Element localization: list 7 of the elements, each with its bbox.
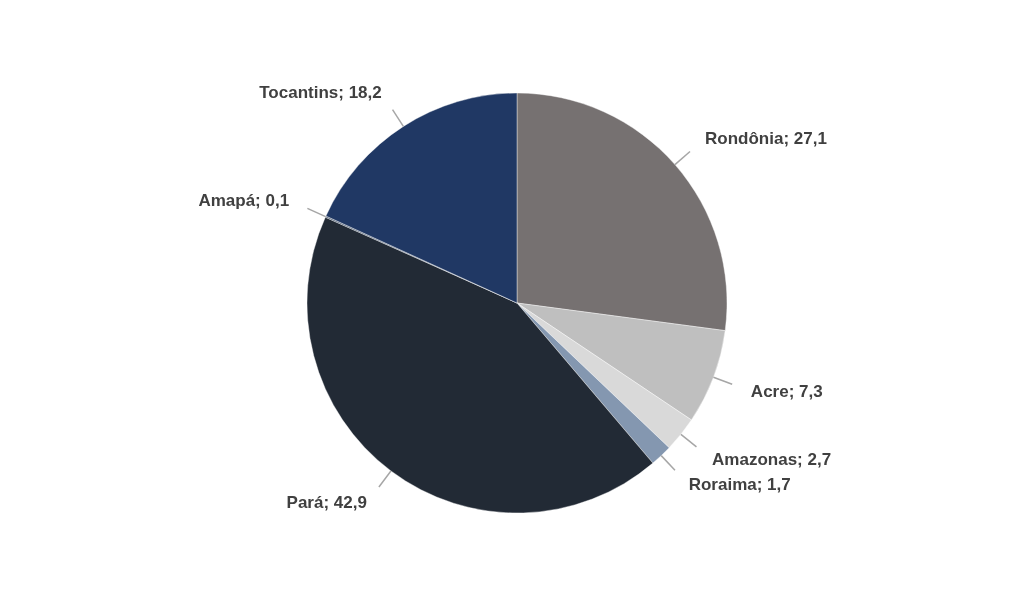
- slice-label: Roraima; 1,7: [688, 475, 791, 495]
- slice-label: Amapá; 0,1: [198, 190, 290, 210]
- slice-label: Tocantins; 18,2: [259, 83, 382, 103]
- slice-label: Pará; 42,9: [286, 493, 367, 513]
- slice-label: Rondônia; 27,1: [705, 128, 827, 148]
- slice-label: Acre; 7,3: [750, 381, 823, 401]
- slice-label: Amazonas; 2,7: [712, 449, 832, 469]
